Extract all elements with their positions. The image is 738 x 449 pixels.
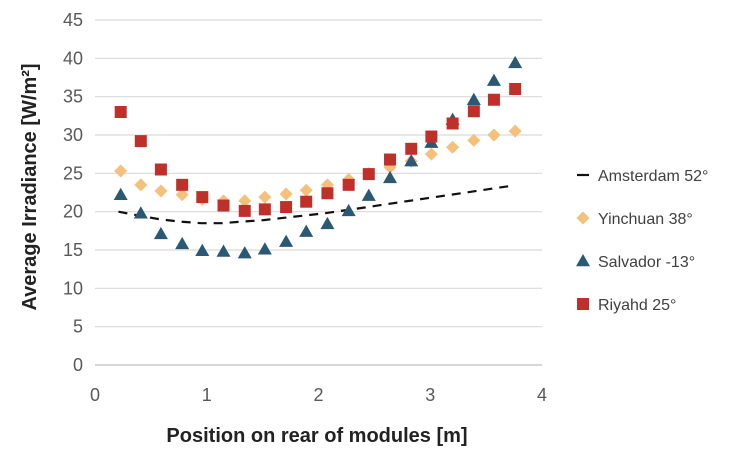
data-point bbox=[508, 55, 523, 69]
data-point bbox=[405, 142, 418, 155]
data-point bbox=[384, 153, 397, 166]
y-tick-label: 15 bbox=[63, 240, 83, 260]
data-point bbox=[154, 163, 167, 176]
legend-item: Yinchuan 38° bbox=[576, 211, 693, 228]
legend: Amsterdam 52° Yinchuan 38° Salvador -13° Ri… bbox=[576, 168, 708, 314]
y-tick-label: 5 bbox=[73, 317, 83, 337]
x-tick-label: 3 bbox=[425, 385, 435, 405]
data-point bbox=[113, 187, 128, 201]
data-point bbox=[404, 154, 419, 167]
series-2 bbox=[113, 55, 523, 259]
data-point bbox=[509, 83, 522, 95]
data-point bbox=[467, 133, 481, 147]
legend-label: Salvador -13° bbox=[598, 254, 695, 271]
data-point bbox=[300, 195, 313, 208]
data-point bbox=[341, 203, 356, 217]
series-1 bbox=[114, 124, 522, 208]
x-tick-label: 4 bbox=[537, 385, 547, 405]
y-tick-label: 0 bbox=[73, 355, 83, 375]
data-point bbox=[114, 164, 128, 178]
data-point bbox=[446, 117, 459, 130]
y-tick-label: 40 bbox=[63, 48, 83, 68]
data-series bbox=[113, 55, 523, 259]
legend-marker bbox=[577, 298, 589, 310]
y-tick-label: 45 bbox=[63, 10, 83, 30]
data-point bbox=[383, 170, 398, 184]
y-tick-label: 20 bbox=[63, 202, 83, 222]
y-tick-labels: 0 5 10 15 20 25 30 35 40 45 bbox=[63, 10, 83, 375]
data-point bbox=[153, 226, 168, 240]
y-tick-label: 10 bbox=[63, 278, 83, 298]
data-point bbox=[175, 188, 189, 202]
data-point bbox=[257, 242, 272, 255]
data-point bbox=[299, 224, 314, 237]
series-line bbox=[118, 184, 514, 225]
legend-label: Riyahd 25° bbox=[598, 297, 676, 314]
legend-item: Riyahd 25° bbox=[577, 297, 676, 314]
legend-label: Amsterdam 52° bbox=[598, 168, 708, 185]
data-point bbox=[217, 199, 230, 212]
y-tick-label: 30 bbox=[63, 125, 83, 145]
data-point bbox=[134, 135, 147, 148]
data-point bbox=[176, 178, 189, 191]
x-tick-labels: 0 1 2 3 4 bbox=[90, 385, 547, 405]
data-point bbox=[467, 105, 480, 118]
data-point bbox=[134, 178, 148, 192]
data-point bbox=[258, 190, 272, 204]
data-point bbox=[237, 246, 252, 259]
legend-marker bbox=[576, 254, 590, 267]
data-point bbox=[280, 201, 293, 214]
data-point bbox=[238, 194, 252, 208]
data-point bbox=[425, 130, 438, 143]
data-point bbox=[216, 244, 231, 257]
data-point bbox=[238, 204, 251, 217]
legend-item: Amsterdam 52° bbox=[577, 168, 708, 185]
legend-marker bbox=[576, 211, 590, 225]
data-point bbox=[486, 73, 501, 86]
data-point bbox=[320, 216, 335, 230]
data-point bbox=[279, 187, 293, 201]
data-point bbox=[362, 168, 375, 181]
data-point bbox=[487, 93, 500, 106]
x-tick-label: 2 bbox=[313, 385, 323, 405]
data-point bbox=[154, 184, 168, 198]
series-3 bbox=[114, 83, 522, 217]
data-point bbox=[466, 92, 481, 105]
x-tick-label: 0 bbox=[90, 385, 100, 405]
data-point bbox=[299, 183, 313, 197]
legend-item: Salvador -13° bbox=[576, 254, 695, 271]
data-point bbox=[279, 234, 294, 247]
data-point bbox=[487, 128, 501, 142]
data-point bbox=[196, 191, 209, 204]
data-point bbox=[361, 188, 376, 201]
data-point bbox=[424, 147, 438, 161]
series-0 bbox=[118, 184, 514, 225]
gridlines bbox=[95, 19, 542, 328]
x-axis-title: Position on rear of modules [m] bbox=[166, 425, 467, 447]
data-point bbox=[258, 203, 271, 216]
y-axis-title: Average Irradiance [W/m²] bbox=[19, 63, 41, 310]
data-point bbox=[195, 243, 210, 257]
data-point bbox=[342, 178, 355, 191]
data-point bbox=[508, 124, 522, 138]
data-point bbox=[175, 236, 190, 250]
data-point bbox=[114, 106, 127, 118]
y-tick-label: 25 bbox=[63, 163, 83, 183]
data-point bbox=[133, 206, 148, 219]
legend-label: Yinchuan 38° bbox=[598, 211, 693, 228]
data-point bbox=[446, 140, 460, 154]
x-tick-label: 1 bbox=[202, 385, 212, 405]
y-tick-label: 35 bbox=[63, 87, 83, 107]
data-point bbox=[321, 187, 334, 200]
